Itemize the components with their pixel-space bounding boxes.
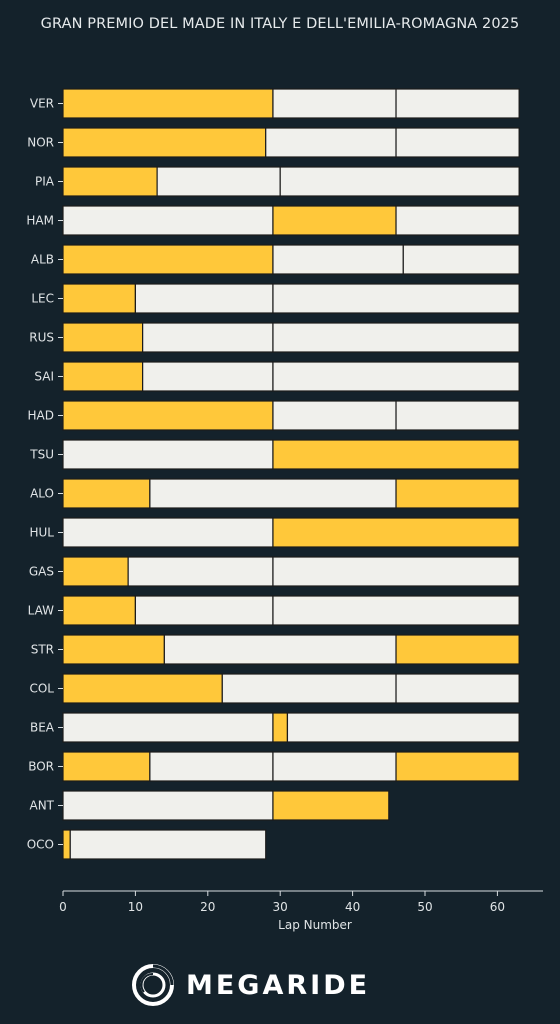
stint-bar-nor-1	[62, 127, 267, 158]
driver-label-ham: HAM	[26, 214, 54, 228]
stint-bar-law-3	[272, 595, 520, 626]
stint-bar-ant-1	[62, 790, 274, 821]
stint-bar-sai-2	[142, 361, 274, 392]
stint-bar-alo-1	[62, 478, 151, 509]
stint-bar-law-1	[62, 595, 137, 626]
stint-bar-rus-1	[62, 322, 144, 353]
x-tick-label: 30	[273, 900, 288, 914]
driver-labels-layer: VER NOR PIA HAM ALB LEC RUS SAI HAD TSU ALO HUL GAS L…	[26, 97, 63, 852]
stint-bar-nor-2	[265, 127, 397, 158]
driver-label-lec: LEC	[31, 292, 54, 306]
stint-bar-str-2	[163, 634, 397, 665]
stint-bar-tsu-1	[62, 439, 274, 470]
stint-bar-hul-1	[62, 517, 274, 548]
logo-mark-icon	[132, 964, 174, 1006]
stint-bar-law-2	[134, 595, 274, 626]
stint-bar-oco-1	[62, 829, 71, 860]
driver-label-tsu: TSU	[29, 448, 54, 462]
stint-bar-pia-1	[62, 166, 158, 197]
stint-bar-had-3	[395, 400, 520, 431]
x-tick-label: 20	[200, 900, 215, 914]
stint-bar-lec-3	[272, 283, 520, 314]
stint-bar-hul-2	[272, 517, 520, 548]
stint-bar-ham-3	[395, 205, 520, 236]
stint-bar-alb-3	[402, 244, 520, 275]
stint-bar-alb-2	[272, 244, 404, 275]
stint-bar-gas-3	[272, 556, 520, 587]
x-axis-label: Lap Number	[278, 918, 352, 932]
stint-bar-sai-1	[62, 361, 144, 392]
x-axis: 0 10 20 30 40 50 60	[59, 890, 543, 914]
x-tick-label: 50	[417, 900, 432, 914]
stint-bar-ver-2	[272, 88, 397, 119]
stint-bar-sai-3	[272, 361, 520, 392]
stint-bar-gas-2	[127, 556, 274, 587]
stint-bar-bea-2	[272, 712, 289, 743]
driver-label-law: LAW	[28, 604, 55, 618]
stint-bar-alb-1	[62, 244, 274, 275]
driver-label-alb: ALB	[31, 253, 54, 267]
driver-label-bea: BEA	[30, 721, 55, 735]
stint-bar-str-1	[62, 634, 165, 665]
stint-bar-pia-2	[156, 166, 281, 197]
stint-bar-alo-3	[395, 478, 520, 509]
driver-label-col: COL	[29, 682, 54, 696]
x-tick-label: 60	[490, 900, 505, 914]
stint-bar-col-2	[221, 673, 397, 704]
driver-label-ant: ANT	[29, 799, 54, 813]
stint-bar-col-1	[62, 673, 223, 704]
stint-bar-bor-2	[149, 751, 274, 782]
chart-title: GRAN PREMIO DEL MADE IN ITALY E DELL'EMI…	[40, 16, 520, 32]
stint-bar-oco-2	[69, 829, 267, 860]
stint-bar-lec-1	[62, 283, 137, 314]
stint-bar-alo-2	[149, 478, 397, 509]
stint-bar-ver-1	[62, 88, 274, 119]
driver-label-bor: BOR	[28, 760, 54, 774]
stint-bar-str-3	[395, 634, 520, 665]
driver-label-str: STR	[31, 643, 54, 657]
stint-bar-ant-2	[272, 790, 390, 821]
logo-wordmark: MEGARIDE	[186, 969, 371, 1001]
driver-label-had: HAD	[28, 409, 54, 423]
stint-bar-pia-3	[279, 166, 520, 197]
stint-bar-had-2	[272, 400, 397, 431]
x-tick-label: 10	[128, 900, 143, 914]
driver-label-hul: HUL	[30, 526, 55, 540]
driver-label-alo: ALO	[30, 487, 54, 501]
stint-bar-gas-1	[62, 556, 129, 587]
stint-bar-rus-3	[272, 322, 520, 353]
stint-bar-ham-1	[62, 205, 274, 236]
stint-bar-bor-1	[62, 751, 151, 782]
stint-bar-ham-2	[272, 205, 397, 236]
x-tick-label: 0	[59, 900, 67, 914]
stint-bar-nor-3	[395, 127, 520, 158]
driver-label-gas: GAS	[29, 565, 54, 579]
stint-bar-bor-3	[272, 751, 397, 782]
x-tick-label: 40	[345, 900, 360, 914]
stint-bar-bea-3	[286, 712, 520, 743]
stint-bar-had-1	[62, 400, 274, 431]
driver-label-ver: VER	[30, 97, 54, 111]
stint-bar-rus-2	[142, 322, 274, 353]
bars-layer	[62, 88, 520, 860]
stint-bar-ver-3	[395, 88, 520, 119]
driver-label-sai: SAI	[34, 370, 54, 384]
stint-bar-bor-4	[395, 751, 520, 782]
megaride-logo: MEGARIDE	[130, 962, 420, 1008]
driver-label-rus: RUS	[29, 331, 54, 345]
driver-label-pia: PIA	[35, 175, 55, 189]
driver-label-nor: NOR	[27, 136, 54, 150]
stint-bar-tsu-2	[272, 439, 520, 470]
stint-bar-bea-1	[62, 712, 274, 743]
driver-label-oco: OCO	[27, 838, 54, 852]
stint-bar-lec-2	[134, 283, 274, 314]
stint-bar-col-3	[395, 673, 520, 704]
